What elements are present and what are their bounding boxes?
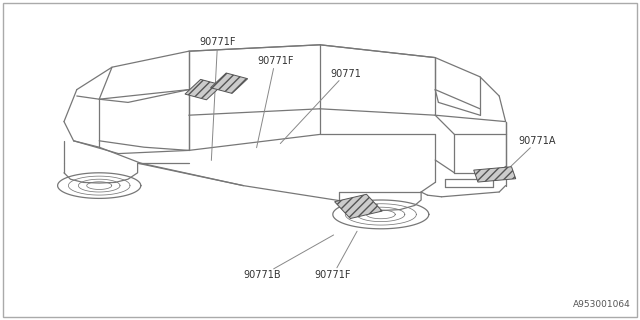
Polygon shape (474, 167, 516, 182)
Polygon shape (211, 73, 248, 93)
Text: A953001064: A953001064 (573, 300, 630, 309)
Text: 90771F: 90771F (314, 231, 357, 280)
Polygon shape (335, 194, 382, 219)
Text: 90771B: 90771B (244, 235, 333, 280)
Polygon shape (185, 79, 222, 100)
Text: 90771A: 90771A (504, 136, 556, 172)
Text: 90771F: 90771F (257, 56, 294, 148)
Text: 90771: 90771 (280, 68, 361, 144)
Text: 90771F: 90771F (199, 36, 236, 160)
